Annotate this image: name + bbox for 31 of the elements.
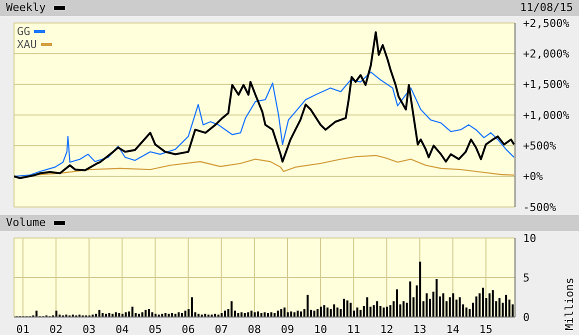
x-tick-label: 07 xyxy=(214,322,228,335)
x-tick-label: 15 xyxy=(479,322,493,335)
x-tick-label: 06 xyxy=(182,322,195,335)
y-tick-label: +2,000% xyxy=(523,48,570,61)
x-tick-label: 10 xyxy=(314,322,328,335)
y-tick-label: 10 xyxy=(523,232,536,245)
x-tick-label: 04 xyxy=(116,322,130,335)
y-tick-label: 5 xyxy=(523,271,530,284)
y-tick-label: +1,500% xyxy=(523,78,570,92)
x-tick-label: 12 xyxy=(380,322,394,335)
chart-title: Volume xyxy=(6,216,46,229)
x-tick-label: 11 xyxy=(346,322,360,335)
y-tick-label: +1,000% xyxy=(523,108,570,122)
y-tick-label: +0% xyxy=(523,170,544,184)
y-tick-label: -500% xyxy=(523,200,556,214)
x-tick-label: 14 xyxy=(446,322,460,335)
chart-title: Weekly xyxy=(6,1,46,14)
x-tick-label: 05 xyxy=(148,322,162,335)
y-tick-label: 0 xyxy=(523,310,530,324)
y-tick-label: +500% xyxy=(523,140,556,153)
x-tick-label: 01 xyxy=(16,322,30,335)
legend-label: XAU xyxy=(17,38,37,51)
y-axis-title: Millions xyxy=(562,278,576,330)
x-tick-label: 03 xyxy=(82,322,96,335)
y-tick-label: +2,500% xyxy=(523,16,570,30)
x-tick-label: 02 xyxy=(49,322,63,335)
x-tick-label: 13 xyxy=(413,322,426,335)
x-tick-label: 09 xyxy=(280,322,294,335)
legend-label: GG xyxy=(17,25,30,38)
text: 11/08/15 xyxy=(520,1,573,14)
x-tick-label: 08 xyxy=(248,322,262,335)
